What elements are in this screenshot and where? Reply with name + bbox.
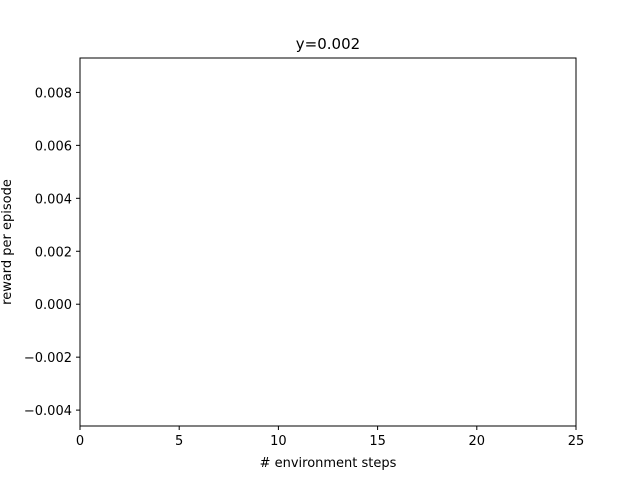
plot-area — [79, 57, 577, 427]
y-axis: −0.004 −0.002 0.000 0.002 0.004 0.006 0.008 — [24, 86, 80, 419]
chart-title: y=0.002 — [296, 35, 360, 53]
y-tick-label: 0.004 — [35, 192, 72, 207]
y-tick-label: 0.008 — [35, 86, 72, 101]
x-tick-label: 15 — [369, 434, 386, 449]
y-tick-label: 0.002 — [35, 245, 72, 260]
x-axis: 0 5 10 15 20 25 — [76, 426, 584, 449]
y-tick-label: 0.000 — [35, 298, 72, 313]
x-tick-label: 5 — [175, 434, 183, 449]
x-tick-label: 20 — [469, 434, 486, 449]
x-tick-label: 25 — [568, 434, 585, 449]
y-tick-label: −0.002 — [24, 351, 72, 366]
y-tick-label: −0.004 — [24, 404, 72, 419]
y-tick-label: 0.006 — [35, 139, 72, 154]
x-tick-label: 10 — [270, 434, 287, 449]
x-axis-label: # environment steps — [260, 456, 397, 471]
y-axis-label: reward per episode — [0, 179, 15, 305]
x-tick-label: 0 — [76, 434, 84, 449]
